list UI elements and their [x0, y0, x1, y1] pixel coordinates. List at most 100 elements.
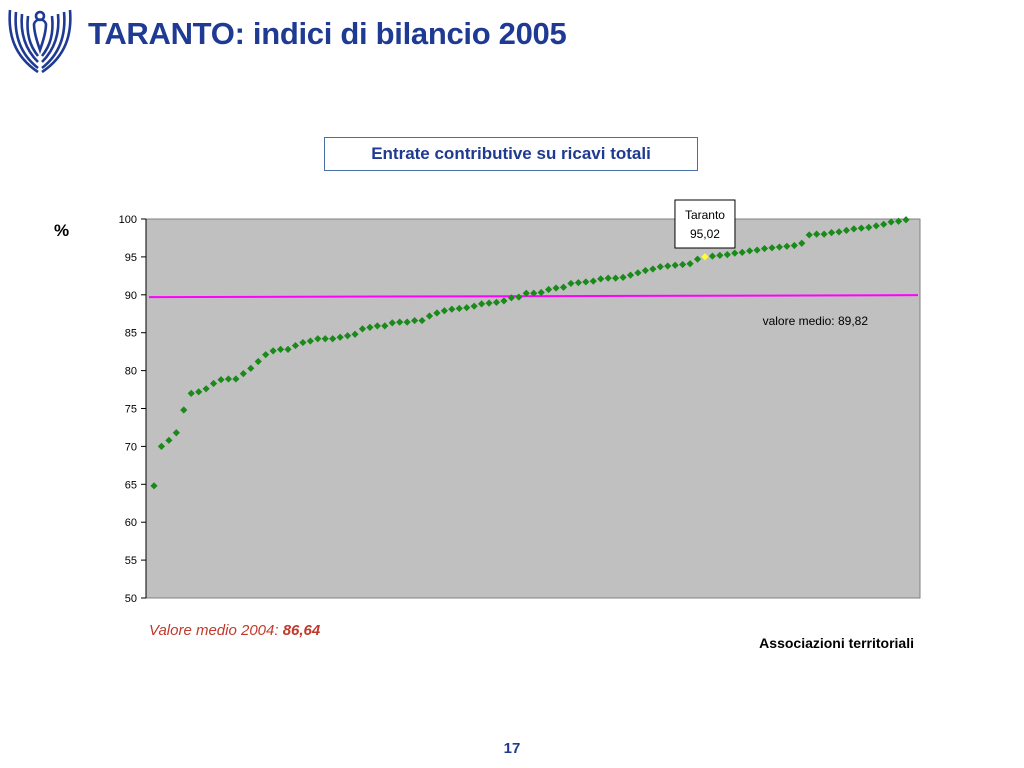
y-tick-label: 60 — [125, 517, 137, 529]
page-number: 17 — [503, 740, 521, 757]
data-point — [798, 239, 806, 247]
data-point — [209, 379, 218, 388]
data-point — [195, 388, 203, 396]
data-point — [388, 319, 396, 327]
y-tick-label: 65 — [125, 479, 137, 491]
data-point — [872, 222, 880, 230]
confindustria-logo-icon — [8, 9, 72, 74]
average-label-value: 89,82 — [838, 314, 868, 328]
data-point — [321, 335, 329, 343]
data-point — [396, 318, 404, 326]
data-point — [418, 316, 426, 325]
data-point — [507, 294, 515, 302]
data-point — [686, 260, 694, 268]
data-point — [440, 307, 448, 315]
data-point — [902, 216, 910, 224]
data-point — [619, 273, 627, 281]
data-point — [172, 429, 180, 437]
data-point — [753, 246, 761, 254]
data-point — [165, 436, 173, 444]
data-point — [865, 223, 873, 231]
data-point — [358, 325, 367, 333]
data-point — [738, 248, 746, 256]
data-point — [373, 322, 381, 330]
data-point — [641, 266, 650, 275]
data-point — [612, 274, 620, 282]
highlight-callout: Taranto 95,02 — [674, 199, 736, 249]
data-point — [545, 285, 553, 294]
footnote-label: Valore medio 2004: — [149, 622, 279, 639]
data-point — [857, 224, 865, 232]
data-point — [775, 243, 784, 251]
highlight-callout-box — [674, 199, 736, 249]
data-point — [679, 260, 687, 269]
data-point — [217, 376, 225, 384]
data-point — [760, 244, 769, 253]
chart-title: Entrate contributive su ricavi totali — [371, 144, 651, 163]
data-point — [247, 364, 255, 372]
data-point — [224, 375, 233, 383]
y-tick-label: 95 — [125, 252, 137, 264]
data-point — [381, 322, 389, 330]
data-point — [299, 338, 307, 347]
highlight-callout-value: 95,02 — [690, 227, 720, 241]
data-point — [351, 330, 359, 338]
data-point — [239, 370, 247, 378]
data-point — [604, 274, 612, 282]
data-point — [470, 302, 478, 310]
chart-title-box: Entrate contributive su ricavi totali — [324, 137, 698, 171]
data-point — [262, 351, 270, 359]
data-point — [768, 244, 776, 252]
data-point — [269, 347, 277, 355]
data-point — [254, 357, 262, 366]
data-point — [820, 230, 828, 238]
y-tick-label: 90 — [125, 290, 137, 302]
data-point — [187, 389, 195, 397]
data-point — [649, 265, 657, 273]
data-point — [515, 293, 523, 301]
y-axis-label: % — [54, 221, 69, 240]
x-axis-label: Associazioni territoriali — [759, 635, 914, 651]
data-point — [589, 277, 597, 285]
data-point — [314, 335, 322, 343]
data-point — [403, 318, 411, 326]
data-point — [716, 251, 724, 259]
data-point — [410, 316, 419, 325]
data-point — [552, 284, 560, 292]
data-point — [731, 249, 739, 257]
y-tick-label: 55 — [125, 555, 137, 567]
data-points — [150, 216, 910, 490]
data-point — [291, 341, 300, 350]
data-point — [880, 220, 888, 228]
data-point — [530, 289, 538, 297]
data-point — [813, 230, 821, 238]
data-point — [336, 333, 344, 341]
data-point — [455, 304, 463, 313]
data-point — [202, 385, 210, 393]
y-tick-label: 85 — [125, 328, 137, 340]
data-point — [746, 247, 754, 255]
y-tick-label: 100 — [119, 214, 137, 226]
data-point — [597, 275, 605, 283]
data-point — [656, 263, 664, 271]
data-point — [306, 337, 314, 345]
average-label-text: valore medio: — [763, 314, 835, 328]
data-point — [522, 289, 530, 297]
data-point — [850, 225, 858, 233]
data-point — [366, 323, 374, 331]
data-point — [478, 300, 486, 308]
data-point — [827, 229, 836, 237]
data-point — [708, 252, 717, 260]
data-point — [448, 305, 456, 313]
data-point — [671, 261, 679, 269]
highlight-callout-name: Taranto — [685, 208, 725, 222]
y-axis: 50 55 60 65 70 75 80 85 90 95 100 — [119, 214, 147, 605]
data-point — [492, 298, 501, 306]
data-point — [626, 271, 635, 279]
data-point — [842, 226, 851, 234]
page-title: TARANTO: indici di bilancio 2005 — [88, 16, 567, 51]
y-tick-label: 80 — [125, 366, 137, 378]
average-label: valore medio: 89,82 — [763, 314, 869, 328]
plot-area — [145, 218, 921, 599]
y-tick-label: 50 — [125, 593, 137, 605]
